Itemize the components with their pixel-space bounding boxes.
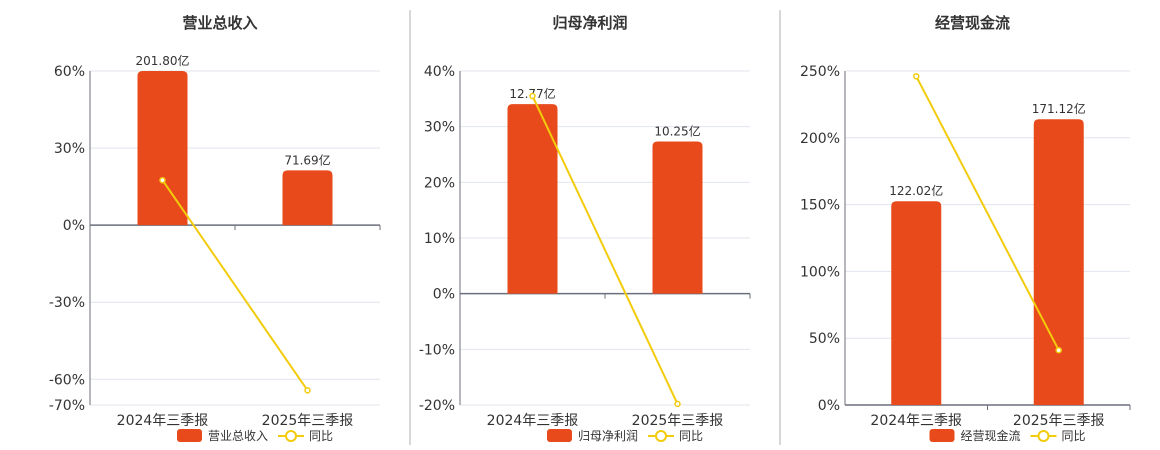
- line-point: [1055, 346, 1062, 354]
- legend-bar-label: 经营现金流: [961, 428, 1021, 443]
- y-tick-label: 60%: [54, 64, 85, 80]
- y-tick-label: 40%: [424, 64, 455, 80]
- y-tick-label: 50%: [809, 331, 840, 347]
- line-series: [531, 95, 679, 405]
- bar: [652, 141, 703, 294]
- y-tick-label: 0%: [818, 398, 840, 414]
- chart-title: 经营现金流: [935, 14, 1010, 32]
- y-tick-label: -30%: [49, 295, 85, 311]
- chart-title: 营业总收入: [182, 14, 257, 32]
- bar: [1033, 119, 1084, 405]
- y-tick-label: 250%: [800, 64, 840, 80]
- line-point: [674, 400, 681, 408]
- bar: [137, 71, 188, 226]
- y-tick-label: -60%: [49, 372, 85, 388]
- bar-data-label: 71.69亿: [284, 152, 330, 167]
- bar: [891, 201, 942, 405]
- y-tick-label: 30%: [424, 120, 455, 136]
- x-tick-label: 2024年三季报: [870, 413, 962, 429]
- bar-data-label: 201.80亿: [136, 53, 190, 68]
- y-tick-label: 100%: [800, 264, 840, 280]
- legend-bar-label: 归母净利润: [578, 429, 638, 443]
- line-point: [529, 92, 536, 100]
- legend-bar-swatch: [547, 429, 572, 442]
- legend-line-marker: [1037, 430, 1050, 442]
- y-tick-label: 10%: [424, 231, 455, 247]
- y-tick-label: 20%: [424, 175, 455, 191]
- x-tick-label: 2024年三季报: [117, 413, 209, 429]
- legend-bar-label: 营业总收入: [208, 429, 268, 443]
- legend-line-marker: [655, 430, 667, 442]
- y-tick-label: 150%: [800, 198, 840, 214]
- x-tick-label: 2025年三季报: [1013, 413, 1105, 429]
- legend-line-label: 同比: [679, 429, 703, 443]
- y-tick-label: 200%: [800, 131, 840, 147]
- legend-bar-swatch: [929, 429, 955, 442]
- y-tick-label: -10%: [419, 342, 455, 358]
- legend-bar-swatch: [177, 429, 202, 442]
- line-series: [161, 179, 309, 391]
- y-tick-label: -20%: [419, 398, 455, 414]
- bar: [507, 104, 558, 294]
- chart-title: 归母净利润: [552, 14, 627, 32]
- legend-line-marker: [285, 430, 297, 442]
- x-tick-label: 2024年三季报: [487, 413, 579, 429]
- line-point: [304, 387, 311, 394]
- bar-data-label: 122.02亿: [889, 183, 943, 198]
- x-tick-label: 2025年三季报: [632, 413, 724, 429]
- x-tick-label: 2025年三季报: [262, 413, 354, 429]
- line-point: [159, 176, 166, 184]
- legend-line-label: 同比: [309, 429, 333, 443]
- bar-data-label: 10.25亿: [654, 124, 700, 139]
- y-tick-label: 0%: [433, 287, 455, 303]
- bar: [282, 170, 333, 226]
- legend-line-label: 同比: [1062, 429, 1086, 443]
- line-point: [913, 73, 920, 80]
- line-series: [915, 75, 1060, 351]
- y-tick-label: -70%: [49, 398, 85, 414]
- bar-data-label: 171.12亿: [1032, 101, 1086, 116]
- y-tick-label: 0%: [63, 218, 85, 234]
- y-tick-label: 30%: [54, 141, 85, 157]
